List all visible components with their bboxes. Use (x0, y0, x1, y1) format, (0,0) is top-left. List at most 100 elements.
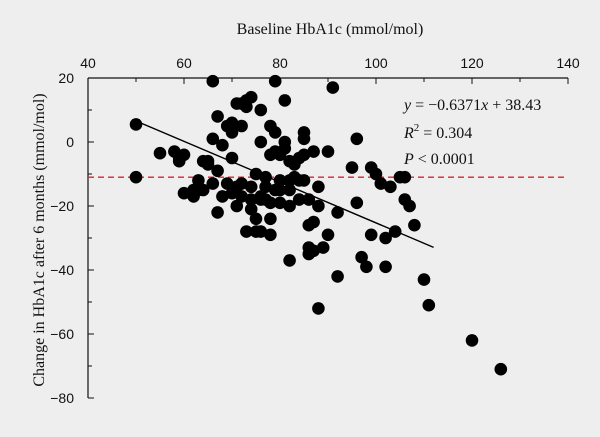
y-tick-label: −80 (50, 390, 74, 406)
data-point (264, 228, 277, 242)
data-points (129, 74, 508, 376)
data-point (254, 103, 268, 117)
data-point (273, 196, 287, 210)
data-point (331, 206, 344, 219)
data-point (206, 74, 220, 88)
data-point (273, 183, 287, 197)
data-point (307, 145, 320, 158)
data-point (211, 164, 224, 178)
data-point (494, 362, 508, 376)
data-point (278, 135, 292, 149)
data-point (254, 225, 268, 238)
x-tick-label: 100 (364, 55, 388, 71)
x-tick-label: 80 (272, 55, 288, 71)
axes: 40 60 80 100 120 140 20 0 −20 −40 −60 −80 (50, 55, 580, 406)
x-tick-label: 60 (176, 55, 192, 71)
data-point (384, 180, 397, 194)
data-point (201, 158, 215, 171)
p-value-label: P < 0.0001 (403, 151, 475, 168)
data-point (177, 186, 191, 200)
data-point (312, 180, 325, 194)
data-point (235, 190, 248, 203)
data-point (316, 241, 330, 254)
data-point (312, 302, 325, 315)
data-point (254, 135, 268, 149)
data-point (312, 199, 325, 213)
regression-fit-line (135, 120, 434, 249)
data-point (422, 298, 436, 312)
data-point (355, 250, 368, 264)
data-point (297, 174, 311, 187)
data-point (350, 196, 364, 210)
data-point (345, 161, 359, 174)
data-point (465, 334, 479, 347)
data-point (192, 174, 205, 187)
equation-intercept: + 38.43 (488, 97, 541, 114)
data-point (230, 199, 244, 213)
x-axis-title: Baseline HbA1c (mmol/mol) (237, 21, 424, 38)
y-tick-label: −20 (50, 198, 74, 214)
data-point (235, 119, 248, 133)
data-point (244, 180, 258, 194)
data-point (129, 170, 143, 184)
data-point (206, 177, 220, 190)
data-point (220, 177, 234, 190)
data-point (283, 199, 296, 213)
data-point (364, 228, 378, 242)
data-point (235, 177, 248, 190)
data-point (283, 254, 296, 267)
data-point (264, 196, 277, 210)
data-point (307, 244, 320, 258)
y-tick-label: −40 (50, 262, 74, 278)
y-tick-label: 0 (66, 134, 74, 150)
data-point (264, 212, 277, 226)
r-squared-label: R2 = 0.304 (403, 122, 472, 142)
r-symbol: R (403, 125, 414, 142)
data-point (129, 118, 143, 131)
r-superscript: 2 (414, 122, 420, 134)
data-point (292, 193, 306, 206)
data-point (398, 170, 412, 184)
r-squared-value: = 0.304 (419, 125, 472, 142)
y-axis-title: Change in HbA1c after 6 months (mmol/mol… (31, 93, 48, 386)
data-point (249, 212, 263, 226)
data-point (379, 260, 392, 274)
data-point (268, 74, 282, 88)
y-tick-label: 20 (58, 70, 74, 86)
data-point (216, 190, 229, 203)
y-tick-label: −60 (50, 326, 74, 342)
data-point (307, 215, 320, 229)
data-point (225, 116, 239, 130)
equation-y-symbol: y (402, 97, 412, 114)
data-point (369, 167, 383, 181)
data-point (350, 132, 364, 146)
data-point (240, 100, 253, 114)
data-point (268, 126, 282, 139)
data-point (153, 146, 167, 160)
data-point (216, 138, 229, 152)
data-point (379, 231, 392, 245)
data-point (360, 260, 373, 274)
x-tick-label: 120 (460, 55, 484, 71)
data-point (403, 199, 416, 213)
data-point (211, 206, 224, 219)
data-point (417, 273, 431, 286)
data-point (206, 132, 220, 146)
data-point (326, 81, 340, 94)
data-point (177, 148, 191, 162)
equation-x-symbol: x (480, 97, 488, 114)
data-point (225, 126, 239, 139)
equation-slope: = −0.6371 (411, 97, 481, 114)
data-point (331, 270, 344, 283)
x-tick-label: 140 (556, 55, 580, 71)
data-point (297, 132, 311, 146)
data-point (374, 177, 388, 190)
data-point (244, 202, 258, 216)
regression-equation: y = −0.6371x + 38.43 (402, 97, 541, 114)
data-point (297, 148, 311, 162)
regression-line (135, 120, 434, 249)
data-point (211, 110, 224, 123)
data-point (244, 90, 258, 104)
data-point (244, 193, 258, 206)
